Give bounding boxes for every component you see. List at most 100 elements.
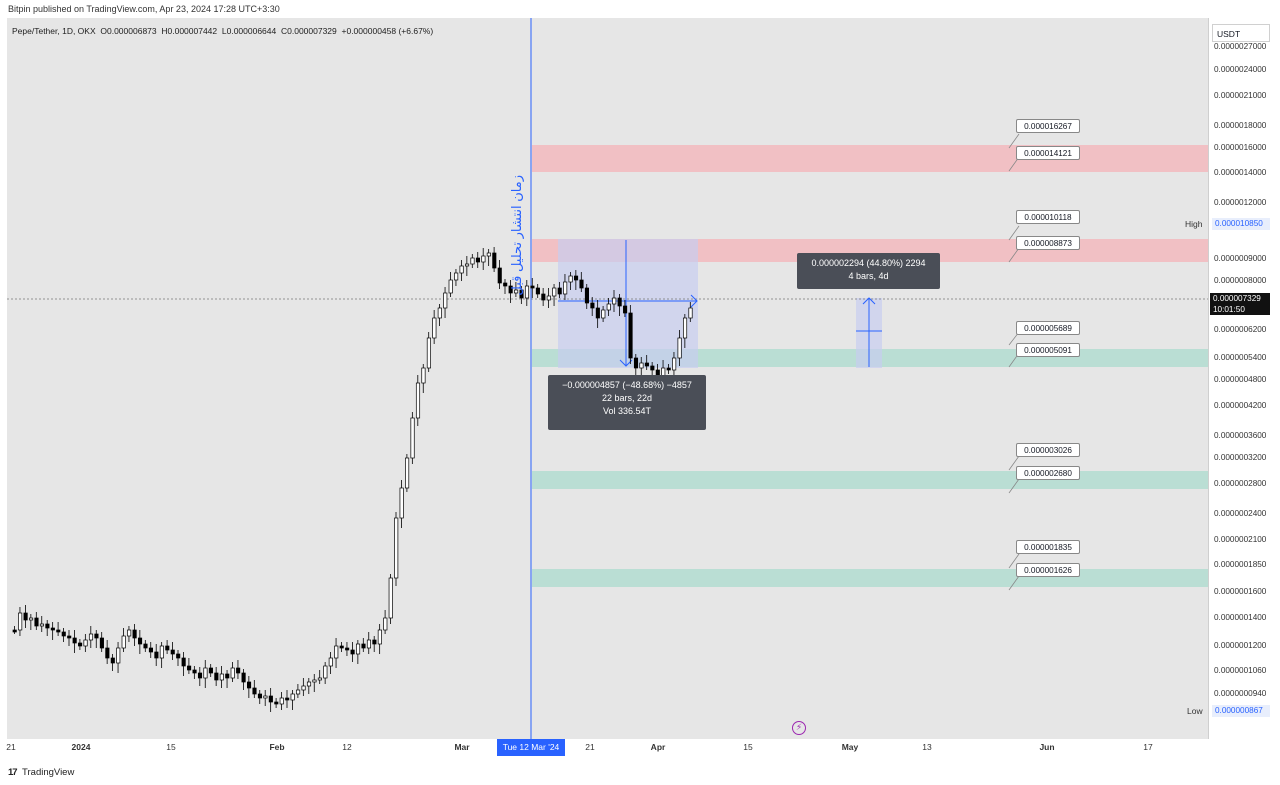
candle-body	[241, 672, 246, 683]
candle-body	[475, 257, 481, 263]
cursor-date-flag: Tue 12 Mar '24	[497, 739, 565, 756]
measure-up-bars: 4 bars, 4d	[848, 271, 889, 281]
candle-body	[159, 645, 164, 659]
candle-body	[34, 617, 39, 627]
price-tick-label: 0.0000005400	[1214, 353, 1267, 362]
price-tick-label: 0.0000012000	[1214, 198, 1267, 207]
candle-body	[225, 673, 230, 679]
candle-body	[187, 665, 192, 671]
publisher-info: Bitpin published on TradingView.com, Apr…	[8, 4, 280, 14]
price-tick-label: 0.0000001850	[1214, 560, 1267, 569]
time-tick-label: 15	[166, 742, 176, 752]
price-tick-label: 0.0000003600	[1214, 431, 1267, 440]
time-tick-label: Jun	[1039, 742, 1055, 752]
candle-body	[83, 639, 88, 647]
candle-body	[672, 357, 677, 371]
candle-body	[481, 255, 486, 263]
candle-body	[508, 285, 513, 294]
candle-body	[23, 612, 28, 621]
level-label[interactable]: 0.000003026	[1016, 443, 1080, 457]
level-label[interactable]: 0.000001835	[1016, 540, 1080, 554]
level-label[interactable]: 0.000008873	[1016, 236, 1080, 250]
candle-body	[361, 643, 366, 649]
candle-body	[443, 292, 448, 309]
high-label: High	[1185, 219, 1203, 229]
price-tick-label: 0.0000001060	[1214, 666, 1267, 675]
price-tick-label: 0.0000027000	[1214, 42, 1267, 51]
annotation-vertical-text[interactable]: زمان انتشار تحلیل قبل	[509, 175, 524, 296]
price-tick-label: 0.0000006200	[1214, 325, 1267, 334]
level-label[interactable]: 0.000005689	[1016, 321, 1080, 335]
candle-body	[148, 647, 154, 653]
symbol-legend[interactable]: Pepe/Tether, 1D, OKX O0.000006873 H0.000…	[12, 26, 433, 36]
candle-body	[67, 635, 72, 639]
candle-body	[279, 697, 284, 705]
candle-body	[181, 657, 186, 667]
candle-body	[12, 629, 17, 633]
candle-body	[568, 275, 573, 283]
price-tick-label: 0.0000024000	[1214, 65, 1267, 74]
candle-body	[628, 312, 633, 359]
current-price-badge: 0.000007329 10:01:50	[1210, 293, 1270, 315]
candle-body	[208, 667, 213, 674]
candle-body	[437, 307, 442, 319]
support-zone-lower[interactable]	[532, 569, 1208, 587]
candle-body	[601, 309, 606, 319]
price-tick-label: 0.0000014000	[1214, 168, 1267, 177]
candle-body	[552, 287, 557, 297]
candle-body	[644, 362, 649, 367]
measure-down-arrow	[558, 240, 698, 367]
time-tick-label: 13	[922, 742, 932, 752]
measure-down-change: −0.000004857 (−48.68%) −4857	[562, 380, 692, 390]
candle-body	[247, 681, 252, 689]
level-label[interactable]: 0.000002680	[1016, 466, 1080, 480]
candle-body	[606, 303, 611, 311]
resistance-zone-upper[interactable]	[532, 145, 1208, 172]
tradingview-footer[interactable]: 17 TradingView	[8, 766, 74, 780]
candle-body	[486, 252, 491, 257]
level-label[interactable]: 0.000016267	[1016, 119, 1080, 133]
measure-down-range[interactable]	[558, 239, 698, 368]
measure-down-bars: 22 bars, 22d	[601, 393, 653, 403]
level-label[interactable]: 0.000005091	[1016, 343, 1080, 357]
candle-body	[203, 667, 208, 679]
support-zone-middle[interactable]	[532, 471, 1208, 489]
candlestick-series[interactable]	[12, 247, 693, 712]
candle-body	[105, 647, 110, 659]
candle-body	[170, 649, 175, 655]
candle-body	[257, 693, 263, 699]
legend-low: L0.000006644	[221, 26, 277, 36]
price-axis[interactable]	[1208, 18, 1280, 739]
level-label[interactable]: 0.000010118	[1016, 210, 1080, 224]
candle-body	[497, 267, 502, 284]
time-axis[interactable]	[0, 739, 1208, 757]
candle-body	[110, 657, 115, 664]
level-label[interactable]: 0.000001626	[1016, 563, 1080, 577]
currency-selector[interactable]: USDT	[1212, 24, 1270, 42]
candle-body	[285, 697, 290, 701]
candle-body	[121, 635, 126, 649]
candle-body	[454, 272, 459, 281]
lightning-icon[interactable]: ⚡	[792, 721, 806, 735]
candle-body	[405, 457, 410, 489]
candle-body	[410, 417, 415, 459]
candle-body	[116, 647, 121, 664]
candle-body	[176, 653, 181, 659]
candle-body	[88, 633, 94, 641]
candle-body	[623, 305, 628, 314]
level-label[interactable]: 0.000014121	[1016, 146, 1080, 160]
measure-up-arrow	[856, 297, 882, 367]
candle-body	[557, 287, 562, 295]
price-tick-label: 0.0000009000	[1214, 254, 1267, 263]
candle-body	[296, 689, 301, 695]
candle-body	[197, 672, 203, 679]
candle-body	[633, 357, 639, 369]
candle-body	[138, 637, 143, 645]
candle-body	[514, 289, 519, 294]
candle-body	[519, 289, 524, 299]
candle-body	[383, 617, 388, 631]
candle-body	[192, 669, 197, 674]
chart-area[interactable]	[7, 18, 1208, 739]
candle-body	[339, 645, 344, 649]
legend-symbol: Pepe/Tether, 1D, OKX	[12, 26, 96, 36]
